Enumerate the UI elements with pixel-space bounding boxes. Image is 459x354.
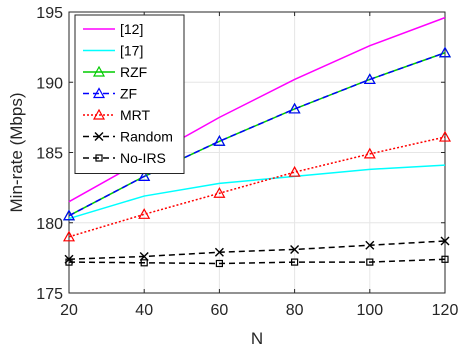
series-line-17 <box>68 164 446 220</box>
x-tick-label: 60 <box>211 302 229 319</box>
legend-label: [12] <box>120 21 143 37</box>
legend-swatch-marker <box>92 108 106 120</box>
legend-entry-random: Random <box>83 129 173 145</box>
data-point-zf <box>138 170 151 181</box>
legend-swatch-marker-stroke <box>94 132 104 141</box>
series-17 <box>68 164 446 220</box>
data-point-mrt <box>438 130 452 142</box>
legend-swatch-marker <box>94 132 104 141</box>
data-point-random-stroke <box>440 236 450 246</box>
y-tick-label: 185 <box>36 146 63 163</box>
x-axis-label: N <box>251 329 263 348</box>
legend-label: Random <box>120 129 173 145</box>
series-line-random <box>68 240 446 261</box>
x-tick-label: 100 <box>356 302 383 319</box>
y-axis-label: Min-rate (Mbps) <box>7 93 26 213</box>
y-tick-label: 180 <box>36 216 63 233</box>
series-zf <box>62 46 452 221</box>
legend-swatch-marker <box>92 65 106 77</box>
data-point-mrt <box>288 165 301 177</box>
x-tick-label: 120 <box>432 302 459 319</box>
legend-entry-12: [12] <box>83 21 143 37</box>
series-no-irs <box>65 255 449 268</box>
legend-swatch-marker <box>92 87 106 99</box>
legend-swatch-marker <box>95 154 103 162</box>
data-point-random <box>214 247 224 257</box>
legend: [12] [17] RZF ZF MRT Random No-IRS <box>74 14 185 174</box>
data-point-mrt <box>138 208 151 219</box>
data-point-mrt <box>363 147 376 159</box>
data-point-random-stroke <box>139 251 149 261</box>
data-point-no-irs <box>366 258 374 266</box>
legend-label: No-IRS <box>120 150 166 166</box>
data-point-no-irs <box>291 258 299 266</box>
data-point-random <box>290 244 300 254</box>
data-point-mrt <box>213 187 226 198</box>
data-point-zf <box>438 46 452 58</box>
data-point-zf <box>62 209 76 221</box>
y-tick-label: 175 <box>36 286 63 303</box>
legend-entry-17: [17] <box>83 43 143 59</box>
series-line-zf <box>68 52 446 217</box>
series-mrt <box>62 130 452 242</box>
data-point-zf <box>213 135 226 146</box>
data-point-random <box>365 240 375 250</box>
x-tick-label: 40 <box>135 302 153 319</box>
data-point-mrt <box>62 230 76 242</box>
legend-entry-zf: ZF <box>83 86 137 102</box>
series-line-mrt <box>68 136 446 238</box>
series-layer <box>62 16 452 268</box>
x-tick-label: 80 <box>286 302 304 319</box>
legend-entry-no-irs: No-IRS <box>83 150 166 166</box>
y-tick-label: 190 <box>36 75 63 92</box>
data-point-no-irs <box>140 259 148 267</box>
data-point-random-stroke <box>365 240 375 250</box>
data-point-random-stroke <box>214 247 224 257</box>
legend-entry-mrt: MRT <box>83 107 151 123</box>
legend-label: MRT <box>120 107 151 123</box>
x-tick-label: 20 <box>60 302 78 319</box>
legend-entry-rzf: RZF <box>83 64 147 80</box>
data-point-zf <box>288 102 301 114</box>
legend-label: ZF <box>120 86 137 102</box>
legend-label: [17] <box>120 43 143 59</box>
y-tick-label: 195 <box>36 5 63 22</box>
data-point-no-irs <box>65 258 73 266</box>
series-line-no-irs <box>68 258 446 265</box>
data-point-zf <box>363 73 376 85</box>
data-point-random-stroke <box>290 244 300 254</box>
series-random <box>64 236 450 264</box>
legend-label: RZF <box>120 64 147 80</box>
data-point-random <box>440 236 450 246</box>
axes-layer: 20 40 60 80 100 120 175 180 185 190 195 <box>36 5 458 319</box>
data-point-no-irs <box>441 255 449 263</box>
data-point-random <box>139 251 149 261</box>
data-point-no-irs <box>215 259 223 268</box>
